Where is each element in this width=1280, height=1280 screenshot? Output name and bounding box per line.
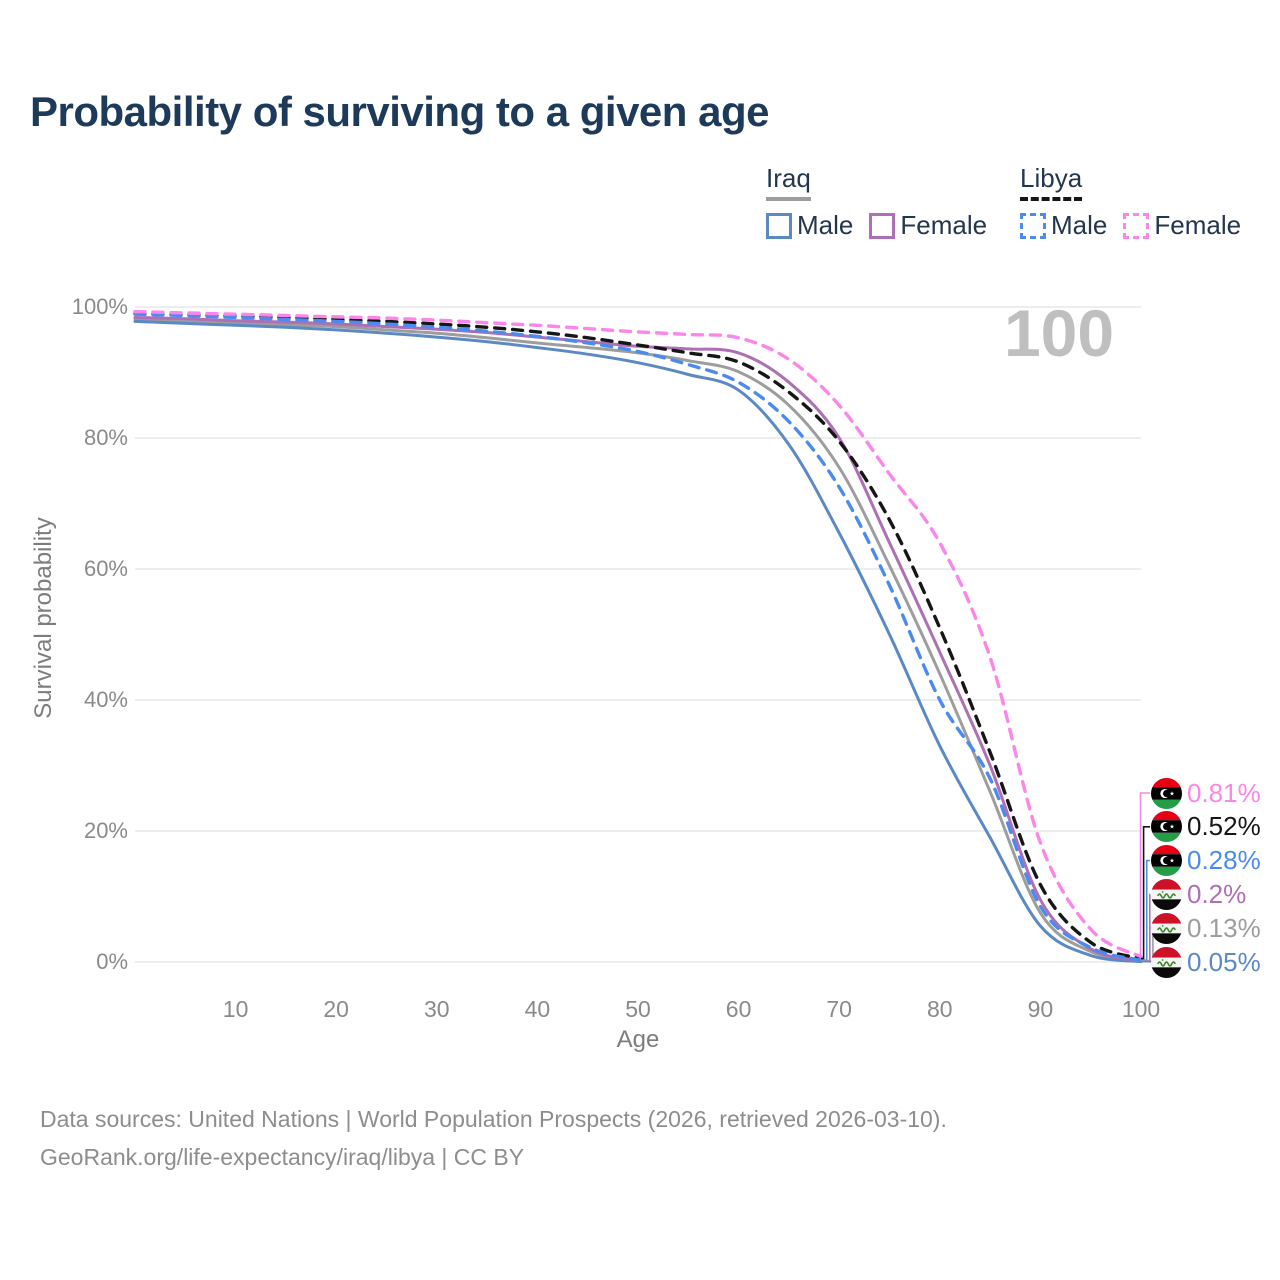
- legend-swatch-icon: [766, 212, 792, 239]
- iraq-flag-icon: [1151, 878, 1182, 910]
- legend-group-libya: Libya Male Female: [1020, 163, 1257, 241]
- legend-item-iraq-male[interactable]: Male: [766, 210, 853, 241]
- x-axis-title: Age: [616, 1026, 660, 1053]
- end-label-value: 0.13%: [1187, 912, 1261, 943]
- end-label-value: 0.52%: [1187, 811, 1261, 842]
- legend-country-libya[interactable]: Libya: [1020, 163, 1083, 201]
- x-tick-label: 60: [725, 996, 752, 1022]
- footer-attribution: GeoRank.org/life-expectancy/iraq/libya |…: [40, 1144, 525, 1170]
- age-counter-watermark: 100: [1003, 296, 1115, 370]
- end-label-value: 0.28%: [1187, 845, 1261, 876]
- legend-country-iraq[interactable]: Iraq: [766, 163, 811, 201]
- x-tick-label: 20: [323, 996, 349, 1022]
- y-tick-label: 20%: [83, 818, 128, 843]
- iraq-flag-icon: [1151, 912, 1182, 944]
- legend-item-iraq-female[interactable]: Female: [869, 210, 987, 241]
- end-label-value: 0.05%: [1187, 946, 1261, 977]
- legend-swatch-icon: [1020, 212, 1046, 239]
- end-label-connector: [1141, 859, 1150, 961]
- legend-group-iraq: Iraq Male Female: [766, 163, 1003, 241]
- legend-item-label: Female: [900, 210, 988, 240]
- legend-item-libya-female[interactable]: Female: [1123, 210, 1241, 241]
- x-tick-label: 70: [826, 996, 852, 1022]
- series-line-iraq-male[interactable]: [133, 319, 1143, 964]
- legend-swatch-icon: [869, 212, 896, 239]
- legend-item-label: Male: [797, 210, 854, 240]
- svg-text:★: ★: [1169, 858, 1174, 865]
- x-tick-label: 80: [927, 996, 953, 1022]
- x-tick-label: 30: [424, 996, 450, 1022]
- series-line-iraq-female[interactable]: [133, 316, 1143, 963]
- x-tick-label: 40: [524, 996, 551, 1022]
- y-tick-label: 40%: [83, 687, 128, 712]
- legend-item-label: Male: [1051, 210, 1108, 240]
- series-line-libya-both-sexes[interactable]: [133, 311, 1143, 961]
- series-line-libya-female[interactable]: [133, 309, 1143, 959]
- libya-flag-icon: ★: [1151, 845, 1182, 877]
- end-label-iraq-both-sexes: 0.13%: [1151, 912, 1261, 944]
- y-tick-label: 0%: [96, 949, 128, 974]
- x-tick-label: 50: [625, 996, 651, 1022]
- end-label-connector: [1141, 893, 1151, 962]
- end-label-value: 0.2%: [1187, 878, 1247, 909]
- x-tick-label: 100: [1121, 996, 1161, 1022]
- end-label-libya-both-sexes: ★ 0.52%: [1151, 811, 1261, 843]
- end-label-connector: [1141, 826, 1150, 960]
- legend-item-label: Female: [1154, 210, 1242, 240]
- series-line-iraq-both-sexes[interactable]: [133, 317, 1143, 963]
- legend-item-libya-male[interactable]: Male: [1020, 210, 1107, 241]
- y-tick-label: 60%: [83, 556, 128, 581]
- legend-row: Male Female: [766, 210, 1003, 241]
- y-tick-label: 80%: [83, 425, 128, 450]
- series-line-libya-male[interactable]: [133, 312, 1143, 962]
- end-label-value: 0.81%: [1187, 777, 1261, 808]
- end-label-connector: [1139, 792, 1150, 958]
- iraq-flag-icon: [1151, 946, 1182, 978]
- end-label-libya-female: ★ 0.81%: [1151, 777, 1261, 809]
- end-label-iraq-female: 0.2%: [1151, 878, 1246, 910]
- page-title: Probability of surviving to a given age: [30, 88, 769, 135]
- end-label-iraq-male: 0.05%: [1151, 946, 1261, 978]
- legend-swatch-icon: [1123, 212, 1150, 239]
- svg-text:★: ★: [1169, 790, 1174, 797]
- legend-row: Male Female: [1020, 210, 1257, 241]
- libya-flag-icon: ★: [1151, 811, 1182, 843]
- x-tick-label: 90: [1027, 996, 1054, 1022]
- end-label-libya-male: ★ 0.28%: [1151, 845, 1261, 877]
- y-tick-label: 100%: [71, 294, 128, 319]
- x-tick-label: 10: [222, 996, 249, 1022]
- svg-text:★: ★: [1169, 824, 1174, 831]
- footer-data-sources: Data sources: United Nations | World Pop…: [40, 1106, 947, 1132]
- libya-flag-icon: ★: [1151, 777, 1182, 809]
